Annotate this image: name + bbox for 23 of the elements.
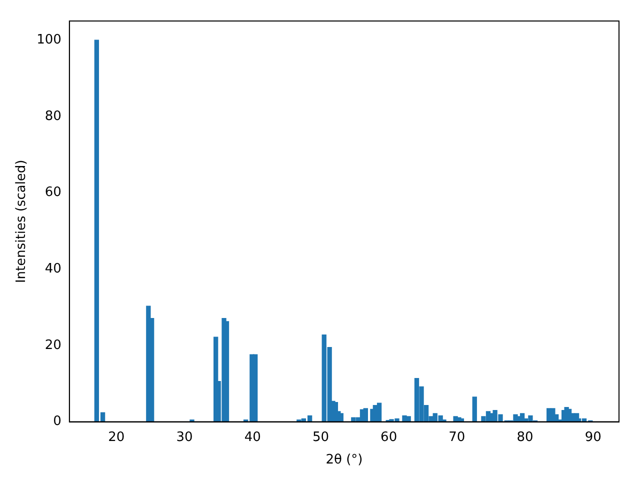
x-tick-label: 60 — [380, 430, 398, 445]
x-tick-label: 50 — [312, 430, 329, 445]
bar — [363, 408, 368, 422]
x-tick-label: 70 — [448, 430, 466, 445]
x-tick-label: 80 — [516, 430, 534, 445]
bar — [406, 416, 411, 422]
x-tick-label: 30 — [176, 430, 193, 445]
y-tick-label: 40 — [44, 261, 62, 276]
bar — [376, 402, 382, 422]
x-tick-label: 20 — [108, 430, 125, 445]
x-axis-title: 2θ (°) — [326, 452, 363, 468]
x-tick-label: 90 — [584, 430, 602, 445]
y-tick-label: 20 — [44, 338, 62, 353]
bar — [472, 396, 477, 422]
y-tick-label: 100 — [36, 32, 62, 48]
bar — [338, 413, 344, 422]
x-tick-label: 40 — [244, 430, 261, 445]
y-tick-label: 0 — [53, 414, 62, 430]
y-axis-title: Intensities (scaled) — [14, 160, 30, 284]
bar — [253, 354, 258, 422]
bar — [224, 321, 230, 422]
y-tick-label: 80 — [44, 108, 62, 124]
y-tick-label: 60 — [44, 185, 62, 200]
